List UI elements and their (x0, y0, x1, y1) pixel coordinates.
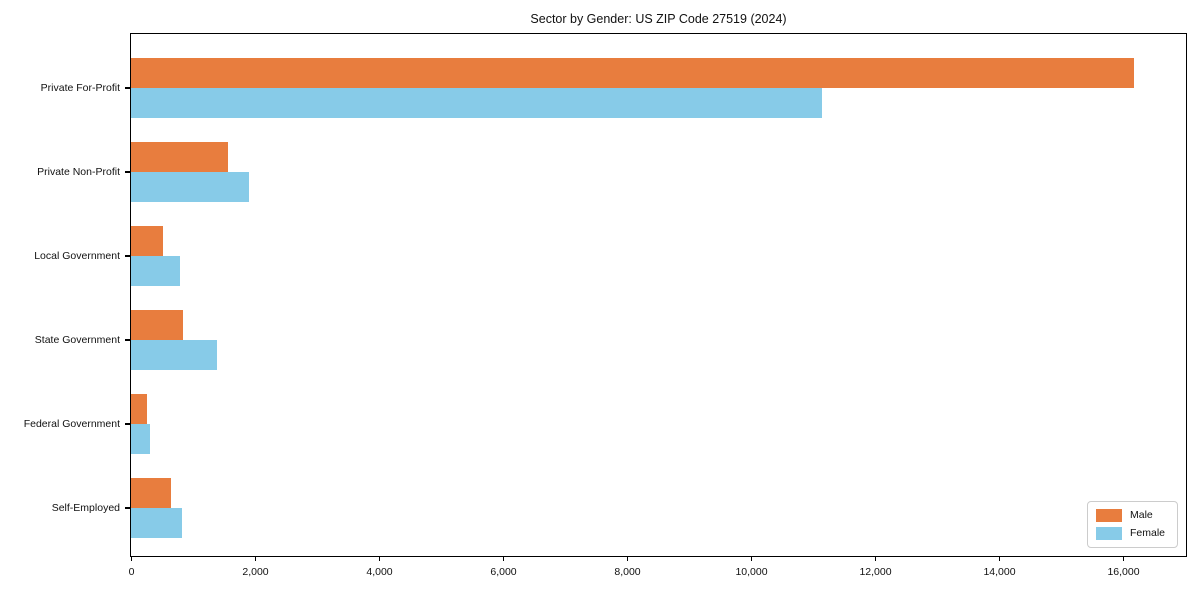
y-tick-label: Federal Government (23, 418, 120, 430)
legend-item-male: Male (1095, 509, 1165, 522)
x-tick-label: 0 (128, 566, 135, 578)
x-tick-mark (874, 556, 877, 561)
y-tick-label: Private For-Profit (40, 82, 120, 94)
male-legend-label: Male (1129, 509, 1153, 521)
y-tick-label: Local Government (34, 250, 120, 262)
x-tick-mark (130, 556, 133, 561)
chart-title: Sector by Gender: US ZIP Code 27519 (202… (530, 12, 787, 26)
x-tick-label: 4,000 (366, 566, 393, 578)
x-tick-mark (750, 556, 753, 561)
legend: Male Female (1086, 501, 1178, 548)
y-tick-mark (125, 87, 130, 89)
x-tick-label: 16,000 (1107, 566, 1140, 578)
bar-female (131, 87, 822, 118)
x-tick-mark (502, 556, 505, 561)
bar-male (131, 477, 171, 508)
y-tick-mark (125, 339, 130, 341)
female-legend-swatch (1095, 527, 1122, 540)
plot-area: Male Female (130, 33, 1187, 557)
legend-item-female: Female (1095, 527, 1165, 540)
y-tick-mark (125, 255, 130, 257)
bar-male (131, 57, 1134, 88)
bar-male (131, 141, 228, 172)
y-tick-label: Private Non-Profit (37, 166, 120, 178)
x-tick-mark (1122, 556, 1125, 561)
bar-male (131, 309, 183, 340)
x-tick-label: 10,000 (735, 566, 768, 578)
x-tick-label: 14,000 (983, 566, 1016, 578)
x-tick-label: 2,000 (242, 566, 269, 578)
y-tick-label: State Government (34, 334, 120, 346)
bar-female (131, 423, 150, 454)
female-legend-label: Female (1129, 527, 1165, 539)
x-tick-label: 12,000 (859, 566, 892, 578)
x-tick-mark (378, 556, 381, 561)
male-legend-swatch (1095, 509, 1122, 522)
bar-female (131, 255, 180, 286)
y-tick-mark (125, 171, 130, 173)
x-tick-mark (998, 556, 1001, 561)
bar-male (131, 225, 163, 256)
x-tick-mark (626, 556, 629, 561)
y-tick-mark (125, 423, 130, 425)
x-tick-label: 6,000 (490, 566, 517, 578)
x-tick-mark (254, 556, 257, 561)
y-tick-label: Self-Employed (51, 502, 120, 514)
bar-female (131, 339, 217, 370)
bar-female (131, 507, 182, 538)
x-tick-label: 8,000 (614, 566, 641, 578)
bar-female (131, 171, 249, 202)
y-tick-mark (125, 507, 130, 509)
bar-male (131, 393, 147, 424)
